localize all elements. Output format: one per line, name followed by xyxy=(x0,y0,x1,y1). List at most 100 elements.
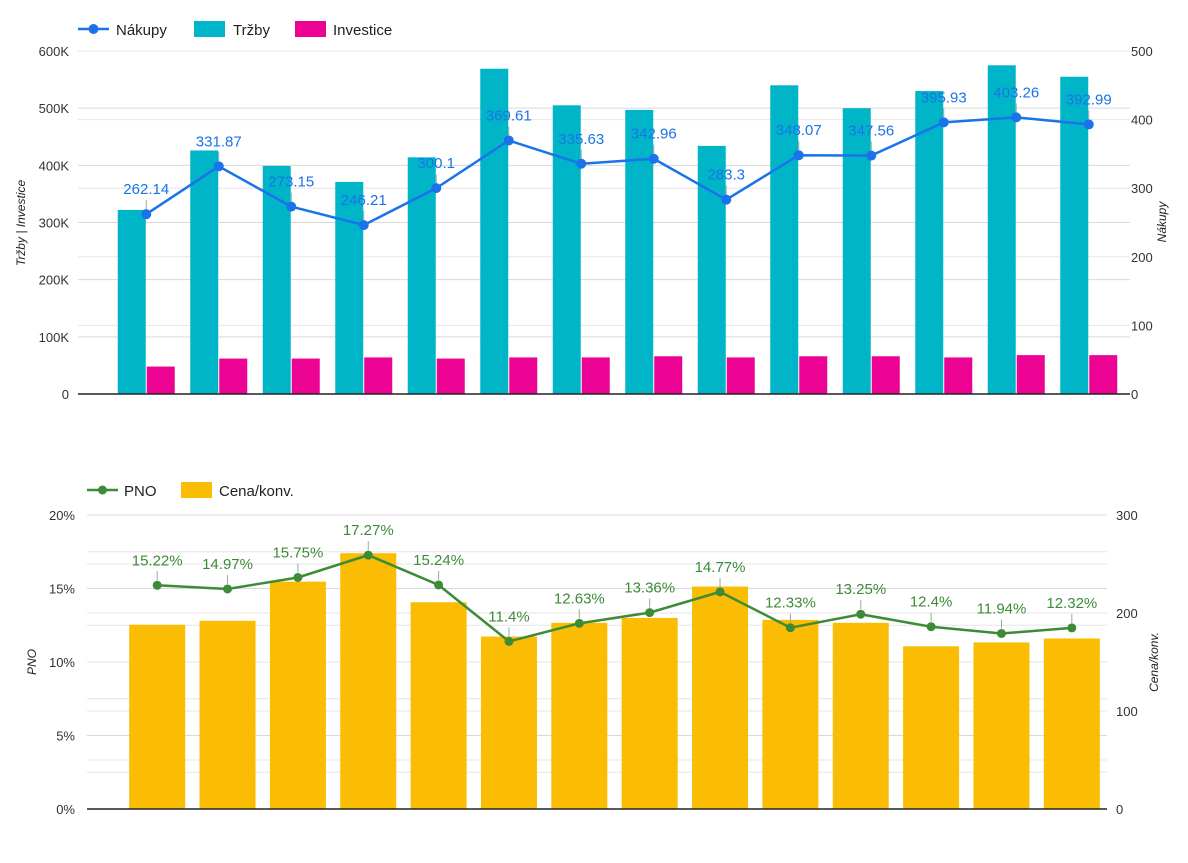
bar-trzby[interactable] xyxy=(190,150,219,394)
bar-cena-konv[interactable] xyxy=(340,553,397,809)
point-pno[interactable] xyxy=(574,618,584,628)
bar-trzby[interactable] xyxy=(842,108,871,395)
point-nakupy[interactable] xyxy=(866,150,877,161)
y-tick-right: 200 xyxy=(1116,606,1138,621)
bar-trzby[interactable] xyxy=(987,65,1016,395)
bar-trzby[interactable] xyxy=(1060,76,1089,394)
y-tick-left: 400K xyxy=(39,158,70,173)
bar-trzby[interactable] xyxy=(262,165,291,394)
data-label-pno: 13.25% xyxy=(835,581,886,598)
y-axis-left-ticks: 0% 5% 10% 15% 20% xyxy=(49,508,75,817)
bar-trzby[interactable] xyxy=(480,68,509,394)
bar-investice[interactable] xyxy=(944,357,973,394)
legend-item-nakupy[interactable]: Nákupy xyxy=(78,22,167,39)
bar-investice[interactable] xyxy=(1089,355,1118,394)
bar-cena-konv[interactable] xyxy=(903,646,960,809)
point-pno[interactable] xyxy=(856,609,866,619)
point-nakupy[interactable] xyxy=(1083,119,1094,130)
point-nakupy[interactable] xyxy=(576,158,587,169)
point-nakupy[interactable] xyxy=(503,135,514,146)
point-nakupy[interactable] xyxy=(648,153,659,164)
data-label-nakupy: 300.1 xyxy=(417,155,455,172)
data-label-pno: 11.4% xyxy=(488,608,529,625)
line-path-pno xyxy=(157,553,1072,643)
bar-investice[interactable] xyxy=(364,357,393,394)
point-pno[interactable] xyxy=(926,622,936,632)
bar-investice[interactable] xyxy=(1016,355,1045,394)
bar-investice[interactable] xyxy=(581,357,610,394)
bar-cena-konv[interactable] xyxy=(692,586,749,809)
legend-item-cena-konv[interactable]: Cena/konv. xyxy=(181,482,294,500)
bar-investice[interactable] xyxy=(654,356,683,394)
data-label-nakupy: 331.87 xyxy=(196,133,242,150)
point-nakupy[interactable] xyxy=(721,194,732,205)
bar-investice[interactable] xyxy=(436,358,465,394)
data-label-pno: 12.63% xyxy=(554,590,605,607)
point-nakupy[interactable] xyxy=(431,183,442,194)
bar-investice[interactable] xyxy=(799,356,828,394)
point-pno[interactable] xyxy=(434,580,444,590)
legend-item-trzby[interactable]: Tržby xyxy=(194,21,270,39)
bar-cena-konv[interactable] xyxy=(1043,638,1100,809)
y-axis-left-title: PNO xyxy=(25,649,39,675)
bar-trzby[interactable] xyxy=(117,209,146,394)
point-nakupy[interactable] xyxy=(793,150,804,161)
point-pno[interactable] xyxy=(223,584,233,594)
point-pno[interactable] xyxy=(996,628,1006,638)
bar-investice[interactable] xyxy=(291,358,320,394)
data-label-nakupy: 403.26 xyxy=(993,84,1039,101)
legend-label-nakupy: Nákupy xyxy=(116,22,167,39)
bar-cena-konv[interactable] xyxy=(621,617,678,809)
bar-trzby[interactable] xyxy=(770,85,799,395)
data-label-nakupy: 369.61 xyxy=(486,107,532,124)
point-nakupy[interactable] xyxy=(1011,112,1022,123)
top-chart: Nákupy Tržby Investice 0 100K 200K 300K 400K… xyxy=(14,21,1169,402)
bar-cena-konv[interactable] xyxy=(480,636,537,809)
bottom-chart: PNO Cena/konv. 0%5%10%15%20% 0100200300 … xyxy=(25,482,1161,817)
point-pno[interactable] xyxy=(1067,623,1077,633)
point-pno[interactable] xyxy=(293,572,303,582)
bar-investice[interactable] xyxy=(871,356,900,394)
bar-cena-konv[interactable] xyxy=(832,622,889,809)
bar-trzby[interactable] xyxy=(335,181,364,394)
point-nakupy[interactable] xyxy=(141,209,152,220)
y-tick-right: 300 xyxy=(1116,508,1138,523)
legend-item-pno[interactable]: PNO xyxy=(87,483,157,500)
point-pno[interactable] xyxy=(363,550,373,560)
bar-trzby[interactable] xyxy=(915,91,944,395)
point-pno[interactable] xyxy=(715,587,725,597)
data-label-nakupy: 348.07 xyxy=(776,122,822,139)
bar-cena-konv[interactable] xyxy=(973,642,1030,809)
point-nakupy[interactable] xyxy=(213,161,224,172)
legend-item-investice[interactable]: Investice xyxy=(295,21,392,39)
bar-cena-konv[interactable] xyxy=(199,620,256,809)
data-label-pno: 12.33% xyxy=(765,595,816,612)
y-tick-left: 15% xyxy=(49,582,75,597)
data-label-pno: 14.97% xyxy=(202,556,253,573)
data-label-pno: 17.27% xyxy=(343,522,394,539)
point-nakupy[interactable] xyxy=(358,220,369,231)
point-nakupy[interactable] xyxy=(938,117,949,128)
point-pno[interactable] xyxy=(504,636,514,646)
y-tick-left: 0% xyxy=(56,802,75,817)
bar-cena-konv[interactable] xyxy=(269,581,326,809)
bar-investice[interactable] xyxy=(146,366,175,394)
y-tick-right: 400 xyxy=(1131,113,1153,128)
bar-investice[interactable] xyxy=(726,357,755,394)
bar-cena-konv[interactable] xyxy=(551,622,608,809)
bar-investice[interactable] xyxy=(509,357,538,394)
bar-trzby[interactable] xyxy=(552,105,581,394)
point-pno[interactable] xyxy=(152,580,162,590)
data-label-nakupy: 347.56 xyxy=(848,123,894,140)
point-nakupy[interactable] xyxy=(286,201,297,212)
bar-cena-konv[interactable] xyxy=(129,624,186,809)
bar-cena-konv[interactable] xyxy=(410,602,467,809)
bar-trzby[interactable] xyxy=(625,109,654,395)
bar-cena-konv[interactable] xyxy=(762,619,819,809)
point-pno[interactable] xyxy=(645,608,655,618)
point-pno[interactable] xyxy=(785,623,795,633)
bar-investice[interactable] xyxy=(219,358,248,394)
y-tick-right: 0 xyxy=(1131,387,1138,402)
bar-trzby[interactable] xyxy=(407,157,436,394)
